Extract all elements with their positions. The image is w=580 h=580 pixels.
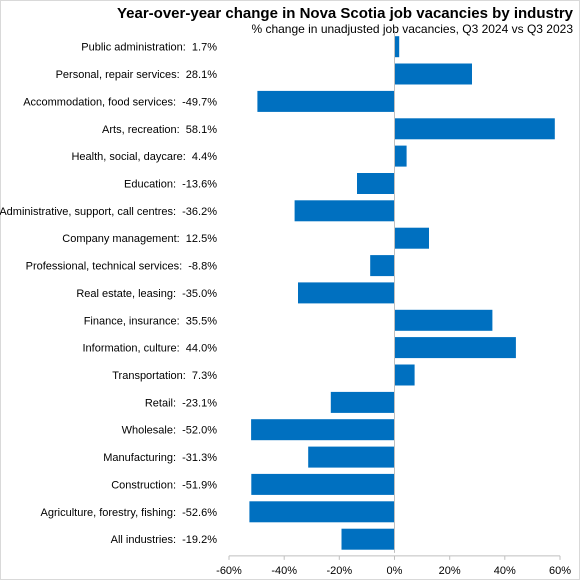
category-label: Administrative, support, call centres: -… bbox=[0, 206, 217, 218]
bar bbox=[394, 309, 493, 331]
x-tick-label: -60% bbox=[216, 565, 242, 577]
category-label: Accommodation, food services: -49.7% bbox=[23, 96, 217, 108]
bar bbox=[251, 419, 395, 441]
category-label: Construction: -51.9% bbox=[111, 479, 217, 491]
bar bbox=[370, 255, 395, 277]
x-tick-label: -40% bbox=[271, 565, 297, 577]
x-axis: -60% -40% -20% 0% 20% 40% 60% bbox=[216, 33, 571, 577]
x-tick-label: 20% bbox=[439, 565, 461, 577]
bar bbox=[330, 391, 395, 413]
bar bbox=[341, 528, 395, 550]
category-label: Manufacturing: -31.3% bbox=[103, 452, 217, 464]
category-label: Agriculture, forestry, fishing: -52.6% bbox=[41, 507, 218, 519]
bar bbox=[257, 90, 395, 112]
bar bbox=[308, 446, 395, 468]
bar bbox=[298, 282, 395, 304]
category-label: Transportation: 7.3% bbox=[112, 370, 217, 382]
category-label: All industries: -19.2% bbox=[111, 534, 218, 546]
x-tick-label: 40% bbox=[494, 565, 516, 577]
category-label: Wholesale: -52.0% bbox=[122, 425, 218, 437]
bar bbox=[394, 118, 555, 140]
bar bbox=[249, 501, 395, 523]
category-label: Professional, technical services: -8.8% bbox=[26, 261, 218, 273]
bar bbox=[394, 364, 415, 386]
category-labels: Public administration: 1.7% Personal, rep… bbox=[0, 42, 217, 547]
category-label: Personal, repair services: 28.1% bbox=[56, 69, 218, 81]
category-label: Health, social, daycare: 4.4% bbox=[71, 151, 217, 163]
x-tick-label: -20% bbox=[326, 565, 352, 577]
category-label: Company management: 12.5% bbox=[62, 233, 217, 245]
bar bbox=[394, 337, 516, 359]
bar bbox=[251, 473, 395, 495]
bar bbox=[394, 63, 472, 85]
category-label: Education: -13.6% bbox=[124, 179, 217, 191]
bar bbox=[294, 200, 395, 222]
category-label: Public administration: 1.7% bbox=[81, 42, 217, 54]
bar bbox=[394, 145, 407, 167]
category-label: Arts, recreation: 58.1% bbox=[102, 124, 217, 136]
x-tick-label: 0% bbox=[387, 565, 403, 577]
category-label: Finance, insurance: 35.5% bbox=[84, 315, 218, 327]
bar bbox=[394, 227, 429, 249]
bar bbox=[357, 173, 395, 194]
x-tick-label: 60% bbox=[549, 565, 571, 577]
bar bbox=[394, 36, 400, 58]
category-label: Retail: -23.1% bbox=[145, 397, 217, 409]
bar-group bbox=[249, 36, 555, 550]
chart-title: Year-over-year change in Nova Scotia job… bbox=[116, 5, 573, 22]
chart-subtitle: % change in unadjusted job vacancies, Q3… bbox=[251, 22, 573, 36]
category-label: Real estate, leasing: -35.0% bbox=[76, 288, 217, 300]
category-label: Information, culture: 44.0% bbox=[82, 343, 217, 355]
